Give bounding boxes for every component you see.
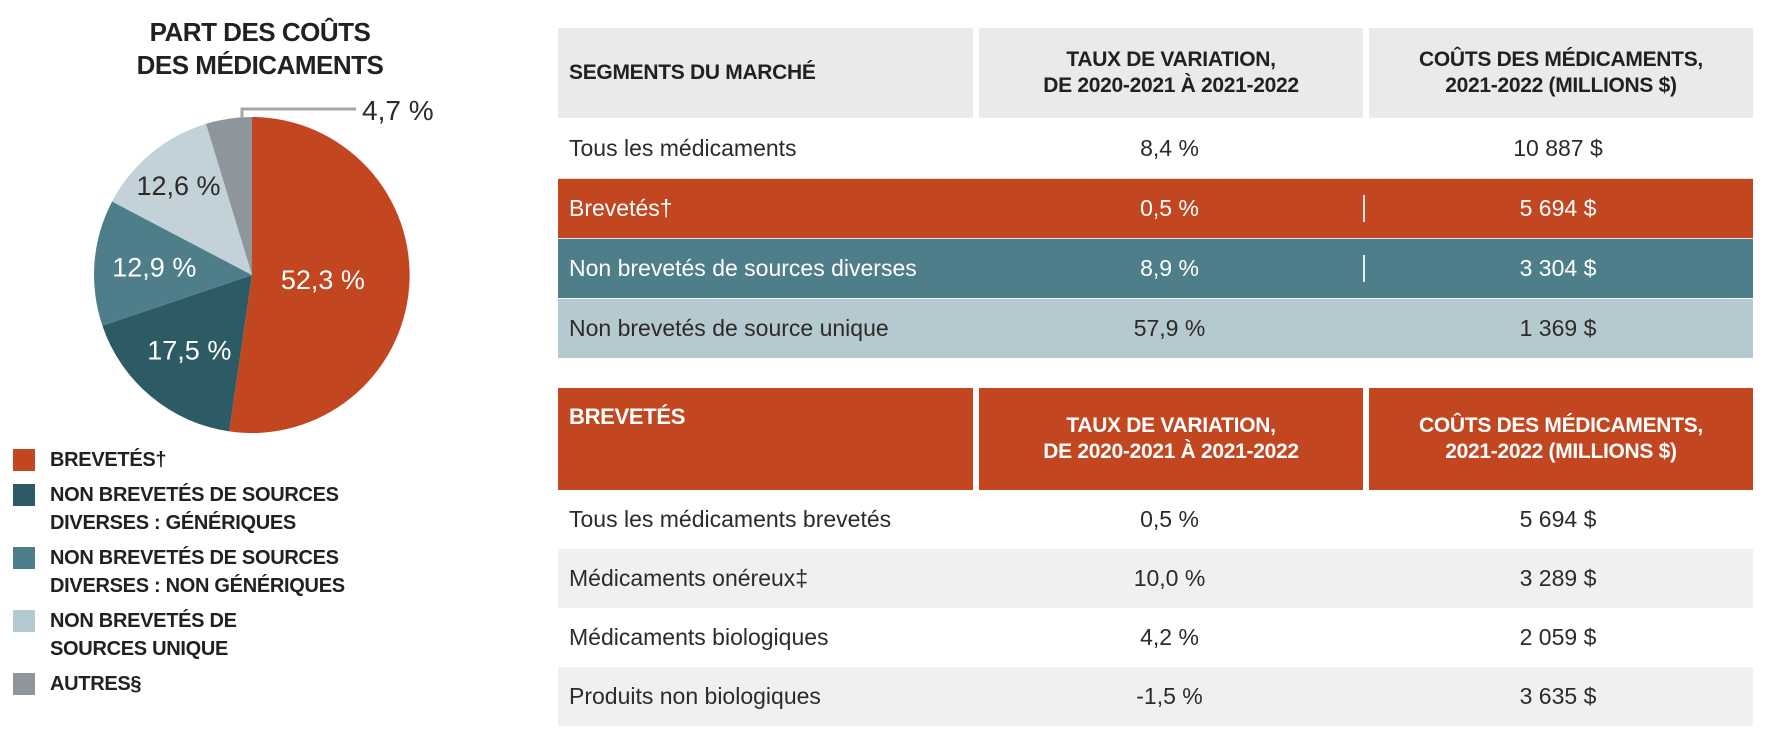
table-row-produits-non-biologiques: Produits non biologiques -1,5 % 3 635 $ — [558, 667, 1753, 726]
header-line: TAUX DE VARIATION, — [1066, 48, 1276, 71]
pie-chart-title: PART DES COÛTS DES MÉDICAMENTS — [120, 16, 400, 82]
table-row-non-brevetes-source-unique: Non brevetés de source unique 57,9 % 1 3… — [558, 298, 1753, 358]
table-header-row: BREVETÉS TAUX DE VARIATION, DE 2020-2021… — [558, 388, 1753, 490]
table-header-row: SEGMENTS DU MARCHÉ TAUX DE VARIATION, DE… — [558, 28, 1753, 118]
legend-label-line: NON BREVETÉS DE — [50, 610, 237, 632]
pie-slice-label: 17,5 % — [147, 335, 231, 365]
legend-label: AUTRES§ — [50, 673, 142, 695]
pie-chart-title-line1: PART DES COÛTS — [149, 17, 371, 47]
variation-value: 57,9 % — [1133, 315, 1206, 341]
pie-legend: BREVETÉS† NON BREVETÉS DE SOURCES DIVERS… — [13, 446, 345, 698]
variation-value: -1,5 % — [1136, 683, 1203, 709]
row-label: Non brevetés de sources diverses — [569, 255, 917, 281]
header-line: SEGMENTS DU MARCHÉ — [569, 61, 816, 84]
legend-swatch-non-brevetes-generiques — [13, 484, 35, 506]
pie-slice-label: 12,6 % — [136, 171, 220, 201]
column-header-couts: COÛTS DES MÉDICAMENTS, 2021-2022 (MILLIO… — [1369, 28, 1753, 118]
legend-item-autres: AUTRES§ — [13, 670, 345, 698]
variation-value: 10,0 % — [1133, 565, 1206, 591]
header-line: 2021-2022 (MILLIONS $) — [1445, 440, 1677, 463]
header-line: DE 2020-2021 À 2021-2022 — [1043, 74, 1299, 97]
column-header-taux-variation: TAUX DE VARIATION, DE 2020-2021 À 2021-2… — [979, 28, 1363, 118]
table-row-non-brevetes-sources-diverses: Non brevetés de sources diverses 8,9 % 3… — [558, 238, 1753, 298]
column-header-segments: SEGMENTS DU MARCHÉ — [558, 28, 973, 118]
pie-chart: 52,3 % 17,5 % 12,9 % 12,6 % — [94, 107, 410, 433]
pie-slice-label: 52,3 % — [281, 265, 365, 295]
legend-label-line: DIVERSES : NON GÉNÉRIQUES — [50, 575, 345, 597]
row-label: Tous les médicaments brevetés — [569, 506, 892, 532]
pie-chart-title-line2: DES MÉDICAMENTS — [136, 50, 384, 80]
column-header-couts: COÛTS DES MÉDICAMENTS, 2021-2022 (MILLIO… — [1369, 388, 1753, 490]
variation-value: 0,5 % — [1140, 195, 1199, 221]
pie-slice — [94, 201, 252, 326]
cost-value: 1 369 $ — [1519, 315, 1597, 341]
table-row-tous-les-medicaments: Tous les médicaments 8,4 % 10 887 $ — [558, 118, 1753, 178]
row-label: Non brevetés de source unique — [569, 315, 889, 341]
variation-value: 0,5 % — [1140, 506, 1199, 532]
row-label: Produits non biologiques — [569, 683, 821, 709]
legend-label-line: DIVERSES : GÉNÉRIQUES — [50, 512, 296, 534]
header-line: DE 2020-2021 À 2021-2022 — [1043, 440, 1299, 463]
cost-value: 3 289 $ — [1519, 565, 1597, 591]
variation-value: 8,4 % — [1140, 134, 1199, 161]
column-header-taux-variation: TAUX DE VARIATION, DE 2020-2021 À 2021-2… — [979, 388, 1363, 490]
cost-value: 5 694 $ — [1519, 506, 1597, 532]
cost-value: 10 887 $ — [1513, 134, 1603, 161]
cost-value: 5 694 $ — [1363, 195, 1753, 222]
legend-swatch-non-brevetes-non-generiques — [13, 547, 35, 569]
legend-swatch-non-brevetes-source-unique — [13, 610, 35, 632]
header-line: 2021-2022 (MILLIONS $) — [1445, 74, 1677, 97]
legend-item-brevetes: BREVETÉS† — [13, 446, 345, 474]
header-line: BREVETÉS — [569, 404, 686, 429]
pie-slice — [206, 116, 252, 275]
header-line: COÛTS DES MÉDICAMENTS, — [1419, 414, 1703, 437]
variation-value: 8,9 % — [1140, 255, 1199, 281]
pie-external-label: 4,7 % — [362, 95, 434, 126]
header-line: COÛTS DES MÉDICAMENTS, — [1419, 48, 1703, 71]
row-label: Médicaments onéreux‡ — [569, 565, 809, 591]
variation-value: 4,2 % — [1140, 624, 1199, 650]
callout-line — [240, 107, 356, 118]
legend-label-line: NON BREVETÉS DE SOURCES — [50, 484, 339, 506]
legend-label-line: SOURCES UNIQUE — [50, 638, 229, 660]
legend-swatch-autres — [13, 673, 35, 695]
pie-slice — [102, 275, 253, 432]
pie-slice-label: 12,9 % — [112, 252, 196, 282]
table-row-brevetes: Brevetés† 0,5 % 5 694 $ — [558, 178, 1753, 238]
cost-value: 3 304 $ — [1363, 255, 1753, 282]
column-header-brevetes: BREVETÉS — [558, 388, 973, 490]
table-segments-du-marche: SEGMENTS DU MARCHÉ TAUX DE VARIATION, DE… — [558, 28, 1753, 358]
pie-slice — [112, 123, 252, 275]
legend-label-line: NON BREVETÉS DE SOURCES — [50, 547, 339, 569]
cost-value: 2 059 $ — [1519, 624, 1597, 650]
legend-item-non-brevetes-non-generiques: NON BREVETÉS DE SOURCES DIVERSES : NON G… — [13, 544, 345, 600]
row-label: Médicaments biologiques — [569, 624, 829, 650]
table-brevetes: BREVETÉS TAUX DE VARIATION, DE 2020-2021… — [558, 388, 1753, 726]
row-label: Brevetés† — [569, 195, 673, 221]
legend-label: BREVETÉS† — [50, 449, 167, 471]
header-line: TAUX DE VARIATION, — [1066, 414, 1276, 437]
table-row-medicaments-biologiques: Médicaments biologiques 4,2 % 2 059 $ — [558, 608, 1753, 667]
cost-value: 3 635 $ — [1519, 683, 1597, 709]
pie-slice — [229, 117, 410, 433]
legend-swatch-brevetes — [13, 449, 35, 471]
row-label: Tous les médicaments — [569, 134, 797, 161]
table-row-tous-medicaments-brevetes: Tous les médicaments brevetés 0,5 % 5 69… — [558, 490, 1753, 549]
legend-item-non-brevetes-source-unique: NON BREVETÉS DE SOURCES UNIQUE — [13, 607, 345, 663]
table-row-medicaments-onereux: Médicaments onéreux‡ 10,0 % 3 289 $ — [558, 549, 1753, 608]
legend-item-non-brevetes-generiques: NON BREVETÉS DE SOURCES DIVERSES : GÉNÉR… — [13, 481, 345, 537]
